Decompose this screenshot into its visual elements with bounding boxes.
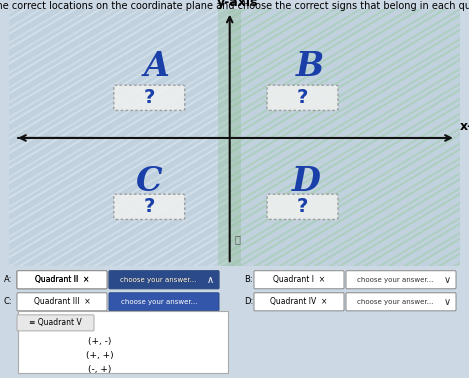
Text: (-, +): (-, +) [88, 366, 112, 375]
Text: ∨: ∨ [443, 275, 451, 285]
FancyBboxPatch shape [346, 271, 456, 289]
Bar [230, 9, 460, 138]
FancyBboxPatch shape [109, 293, 219, 311]
Text: x-axis: x-axis [460, 120, 469, 133]
Text: ?: ? [144, 88, 155, 107]
Text: choose your answer...: choose your answer... [121, 299, 197, 305]
Text: (+, -): (+, -) [88, 338, 112, 346]
Text: choose your answer...: choose your answer... [120, 277, 196, 283]
Text: Quadrant IV  ×: Quadrant IV × [270, 297, 328, 306]
Text: Quadrant II  ×: Quadrant II × [35, 275, 89, 284]
Text: D: D [292, 165, 321, 198]
Bar [9, 9, 230, 138]
FancyBboxPatch shape [114, 85, 185, 110]
Text: A: A [144, 50, 170, 83]
Text: B:: B: [244, 275, 253, 284]
Text: Quadrant II  ×: Quadrant II × [35, 275, 89, 284]
Text: choose your answer...: choose your answer... [357, 299, 433, 305]
Text: D:: D: [244, 297, 253, 306]
FancyBboxPatch shape [267, 85, 338, 110]
Bar [9, 138, 230, 266]
FancyBboxPatch shape [17, 271, 107, 289]
FancyBboxPatch shape [254, 271, 344, 289]
FancyBboxPatch shape [109, 271, 219, 289]
Text: C:: C: [4, 297, 13, 306]
Text: Quadrant I  ×: Quadrant I × [273, 275, 325, 284]
Bar [230, 138, 460, 266]
Text: Label the correct locations on the coordinate plane and choose the correct signs: Label the correct locations on the coord… [0, 1, 469, 11]
FancyBboxPatch shape [17, 271, 107, 289]
Text: B: B [296, 50, 324, 83]
Text: ∨: ∨ [443, 297, 451, 307]
FancyBboxPatch shape [346, 293, 456, 311]
FancyBboxPatch shape [267, 194, 338, 220]
Text: A:: A: [4, 275, 12, 284]
Text: ?: ? [297, 197, 308, 216]
Text: choose your answer...: choose your answer... [121, 277, 197, 283]
FancyBboxPatch shape [17, 315, 94, 331]
FancyBboxPatch shape [17, 293, 107, 311]
Text: ?: ? [297, 88, 308, 107]
Text: ?: ? [144, 197, 155, 216]
Bar [18, 311, 228, 373]
Text: ∧: ∧ [206, 275, 213, 285]
Text: choose your answer...: choose your answer... [357, 277, 433, 283]
Bar [218, 9, 241, 266]
Text: ≡ Quadrant V: ≡ Quadrant V [29, 318, 82, 327]
Text: C: C [136, 165, 163, 198]
Text: (+, +): (+, +) [86, 352, 114, 361]
FancyBboxPatch shape [114, 194, 185, 220]
Text: ⑆: ⑆ [234, 234, 240, 244]
Text: Quadrant III  ×: Quadrant III × [34, 297, 91, 306]
FancyBboxPatch shape [254, 293, 344, 311]
Text: y-axis: y-axis [217, 0, 258, 9]
FancyBboxPatch shape [109, 271, 219, 289]
